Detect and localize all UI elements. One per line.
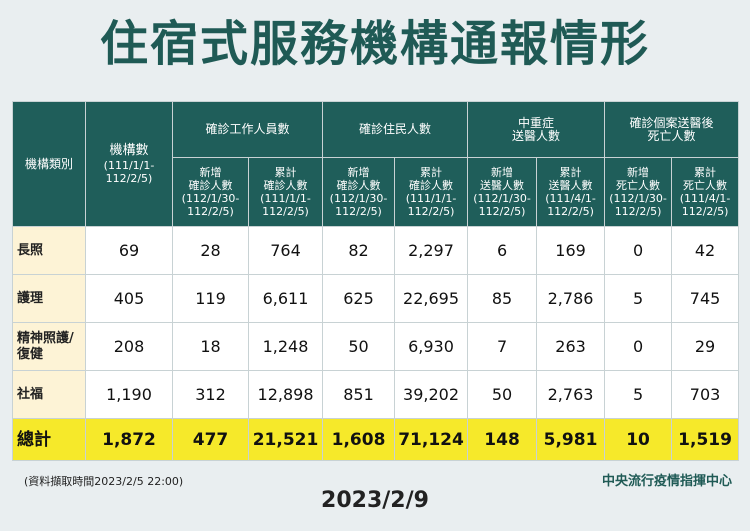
report-table: 機構類別 機構數 (111/1/1-112/2/5) 確診工作人員數 確診住民人…	[12, 101, 740, 461]
table-body: 長照 69 28 764 82 2,297 6 169 0 42 護理 405 119 6,611 625 2…	[12, 226, 740, 419]
header-death-cum: 累計 死亡人數 (111/4/1- 112/2/5)	[671, 157, 740, 227]
total-row: 總計 1,872 477 21,521 1,608 71,124 148 5,9…	[12, 418, 740, 461]
source-agency: 中央流行疫情指揮中心	[601, 474, 732, 489]
total-cell: 1,608	[322, 418, 396, 461]
table-cell: 2,297	[394, 226, 469, 275]
table-cell: 169	[536, 226, 606, 275]
table-cell: 50	[467, 370, 538, 419]
header-severe-group: 中重症 送醫人數	[467, 101, 606, 158]
table-cell: 745	[671, 274, 740, 323]
header-institutions: 機構數 (111/1/1-112/2/5)	[85, 101, 173, 227]
table-cell: 22,695	[394, 274, 469, 323]
row-category: 精神照護/ 復健	[12, 322, 86, 371]
table-cell: 764	[247, 226, 324, 275]
table-cell: 6,930	[394, 322, 469, 371]
table-cell: 50	[322, 322, 396, 371]
total-cell: 477	[172, 418, 249, 461]
table-cell: 5	[604, 370, 673, 419]
table-cell: 1,190	[85, 370, 173, 419]
header-sev-new: 新增 送醫人數 (112/1/30- 112/2/5)	[467, 157, 538, 227]
header-staff-cum: 累計 確診人數 (111/1/1- 112/2/5)	[247, 157, 324, 227]
row-category: 社福	[12, 370, 86, 419]
page-title: 住宿式服務機構通報情形	[99, 16, 650, 72]
release-date: 2023/2/9	[321, 488, 429, 513]
table-row: 長照 69 28 764 82 2,297 6 169 0 42	[12, 226, 740, 275]
total-cell: 71,124	[394, 418, 469, 461]
table-cell: 18	[172, 322, 249, 371]
header-residents-group: 確診住民人數	[322, 101, 469, 158]
table-row: 精神照護/ 復健 208 18 1,248 50 6,930 7 263 0 29	[12, 322, 740, 371]
header-category-label: 機構類別	[24, 156, 73, 171]
header-category: 機構類別	[12, 101, 86, 227]
table-cell: 703	[671, 370, 740, 419]
table-cell: 85	[467, 274, 538, 323]
table-cell: 82	[322, 226, 396, 275]
table-cell: 6	[467, 226, 538, 275]
total-cell: 5,981	[536, 418, 606, 461]
table-cell: 625	[322, 274, 396, 323]
table-cell: 12,898	[247, 370, 324, 419]
table-cell: 208	[85, 322, 173, 371]
table-cell: 0	[604, 322, 673, 371]
table-row: 社福 1,190 312 12,898 851 39,202 50 2,763 5 703	[12, 370, 740, 419]
header-res-new: 新增 確診人數 (112/1/30- 112/2/5)	[322, 157, 396, 227]
table-cell: 119	[172, 274, 249, 323]
header-deaths-group: 確診個案送醫後 死亡人數	[604, 101, 740, 158]
total-cell: 1,519	[671, 418, 740, 461]
table-cell: 312	[172, 370, 249, 419]
table-cell: 69	[85, 226, 173, 275]
table-cell: 39,202	[394, 370, 469, 419]
total-label: 總計	[12, 418, 86, 461]
header-death-new: 新增 死亡人數 (112/1/30- 112/2/5)	[604, 157, 673, 227]
total-cell: 1,872	[85, 418, 173, 461]
table-cell: 29	[671, 322, 740, 371]
table-cell: 2,786	[536, 274, 606, 323]
table-cell: 42	[671, 226, 740, 275]
header-institutions-label: 機構數	[109, 142, 149, 158]
total-cell: 21,521	[247, 418, 324, 461]
table-cell: 28	[172, 226, 249, 275]
table-cell: 7	[467, 322, 538, 371]
data-timestamp-note: (資料擷取時間2023/2/5 22:00)	[24, 475, 184, 488]
header-res-cum: 累計 確診人數 (111/1/1- 112/2/5)	[394, 157, 469, 227]
header-institutions-period: (111/1/1-112/2/5)	[103, 158, 155, 185]
total-cell: 148	[467, 418, 538, 461]
table-cell: 851	[322, 370, 396, 419]
header-sev-cum: 累計 送醫人數 (111/4/1- 112/2/5)	[536, 157, 606, 227]
header-staff-new: 新增 確診人數 (112/1/30- 112/2/5)	[172, 157, 249, 227]
total-cell: 10	[604, 418, 673, 461]
table-cell: 0	[604, 226, 673, 275]
table-cell: 6,611	[247, 274, 324, 323]
table-row: 護理 405 119 6,611 625 22,695 85 2,786 5 745	[12, 274, 740, 323]
table-cell: 405	[85, 274, 173, 323]
table-cell: 5	[604, 274, 673, 323]
table-cell: 263	[536, 322, 606, 371]
row-category: 護理	[12, 274, 86, 323]
row-category: 長照	[12, 226, 86, 275]
table-cell: 2,763	[536, 370, 606, 419]
header-staff-group: 確診工作人員數	[171, 101, 324, 158]
table-cell: 1,248	[247, 322, 324, 371]
